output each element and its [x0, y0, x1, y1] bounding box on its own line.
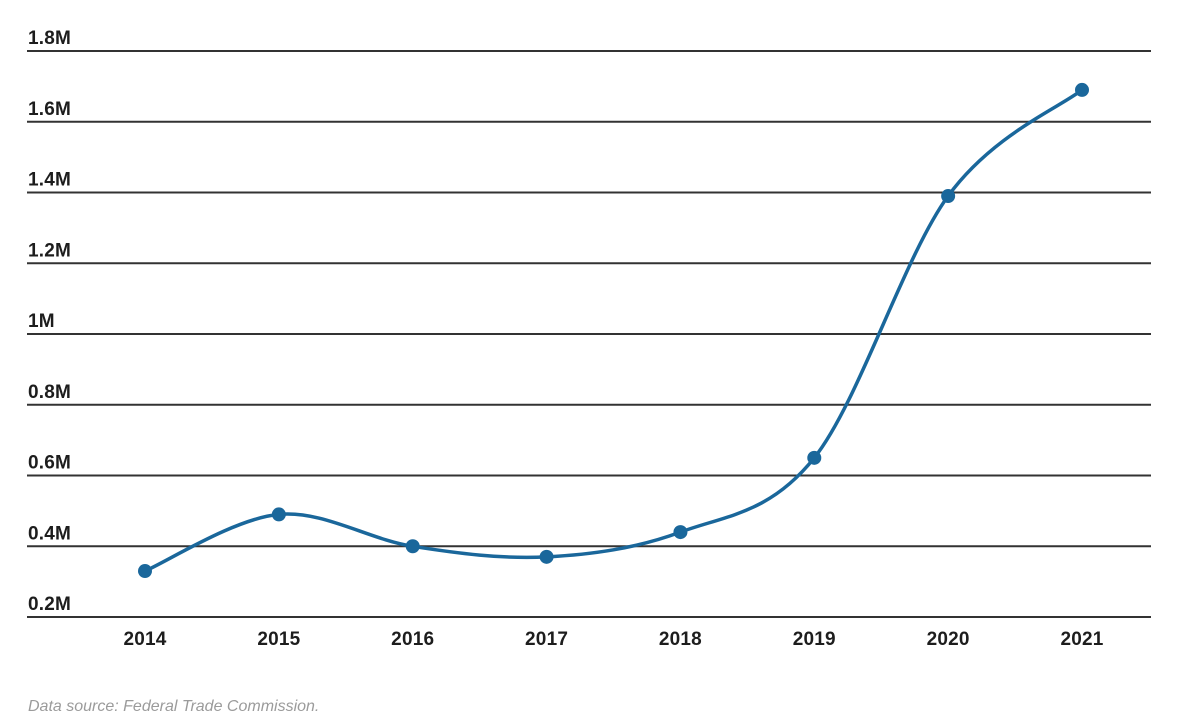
x-axis-label-2018: 2018 — [659, 629, 702, 650]
trend-line — [143, 88, 1084, 573]
y-axis-label-1.8M: 1.8M — [28, 28, 71, 49]
data-point-2017 — [539, 549, 554, 564]
data-point-2014 — [138, 564, 152, 579]
data-point-2015 — [271, 507, 286, 522]
y-axis-label-0.8M: 0.8M — [28, 382, 71, 403]
data-point-2016 — [405, 539, 420, 554]
x-axis-label-2014: 2014 — [123, 629, 166, 650]
data-point-2020 — [941, 189, 956, 204]
x-axis-label-2017: 2017 — [525, 629, 568, 650]
y-axis-label-1M: 1M — [28, 311, 55, 332]
y-axis-label-0.4M: 0.4M — [28, 523, 71, 544]
data-point-2019 — [807, 450, 822, 465]
y-axis-label-1.2M: 1.2M — [28, 240, 71, 261]
x-axis-label-2016: 2016 — [391, 629, 434, 650]
y-axis-label-0.6M: 0.6M — [28, 453, 71, 474]
y-axis-label-1.6M: 1.6M — [28, 99, 71, 120]
x-axis-label-2019: 2019 — [793, 629, 836, 650]
x-axis-label-2015: 2015 — [257, 629, 300, 650]
x-axis-label-2020: 2020 — [927, 629, 970, 650]
data-point-2018 — [673, 525, 688, 540]
y-axis-label-0.2M: 0.2M — [28, 594, 71, 615]
source-note: Data source: Federal Trade Commission. — [28, 698, 320, 715]
data-point-2021 — [1074, 82, 1089, 97]
y-axis-label-1.4M: 1.4M — [28, 170, 71, 191]
x-axis-label-2021: 2021 — [1060, 629, 1103, 650]
